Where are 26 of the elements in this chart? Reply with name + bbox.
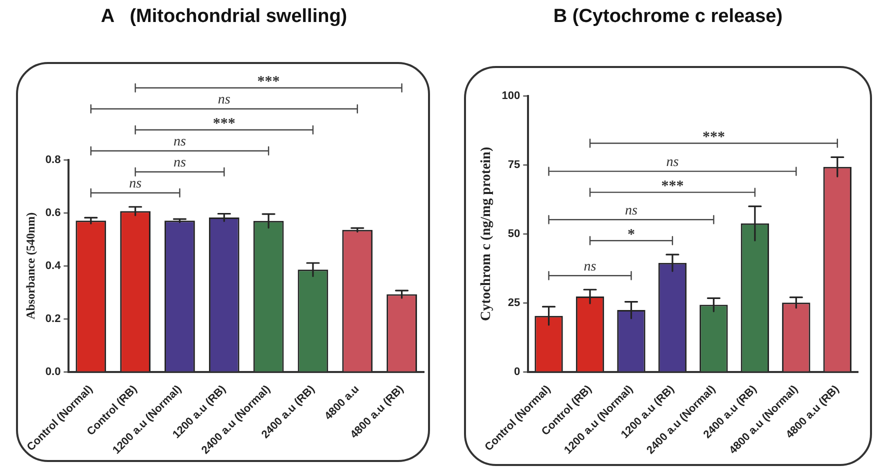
text: ns bbox=[218, 92, 231, 108]
annotation: *** bbox=[702, 130, 725, 146]
annotation: ns bbox=[174, 156, 186, 171]
annotation: ns bbox=[584, 259, 597, 274]
annotation: ns bbox=[625, 203, 638, 218]
annotation: * bbox=[627, 226, 635, 243]
chart-title: A (Mitochondrial swelling) bbox=[100, 6, 348, 28]
annotation: *** bbox=[661, 178, 684, 195]
y-tick-label: 75 bbox=[508, 158, 520, 171]
chart-title: B (Cytochrome c release) bbox=[552, 6, 784, 28]
y-tick-label: 0.0 bbox=[45, 366, 61, 378]
y-tick-label: 0.8 bbox=[45, 154, 61, 166]
y-tick-label: 0.6 bbox=[45, 206, 61, 219]
y-axis-title: Absorbance (540nm) bbox=[23, 212, 38, 320]
annotation: ns bbox=[129, 176, 142, 192]
y-tick-label: 0.2 bbox=[45, 312, 61, 325]
text: ns bbox=[174, 134, 186, 150]
y-tick-label: 25 bbox=[508, 296, 520, 309]
y-tick-label: 0.4 bbox=[45, 260, 62, 272]
y-tick-label: 0 bbox=[514, 366, 520, 378]
text: *** bbox=[212, 116, 236, 132]
y-tick-label: 50 bbox=[508, 228, 520, 240]
y-tick-label: 100 bbox=[502, 90, 520, 102]
y-axis-title: Cytochrom c (ng/mg protein) bbox=[479, 146, 494, 321]
text: *** bbox=[257, 74, 280, 90]
annotation: ns bbox=[666, 155, 680, 170]
